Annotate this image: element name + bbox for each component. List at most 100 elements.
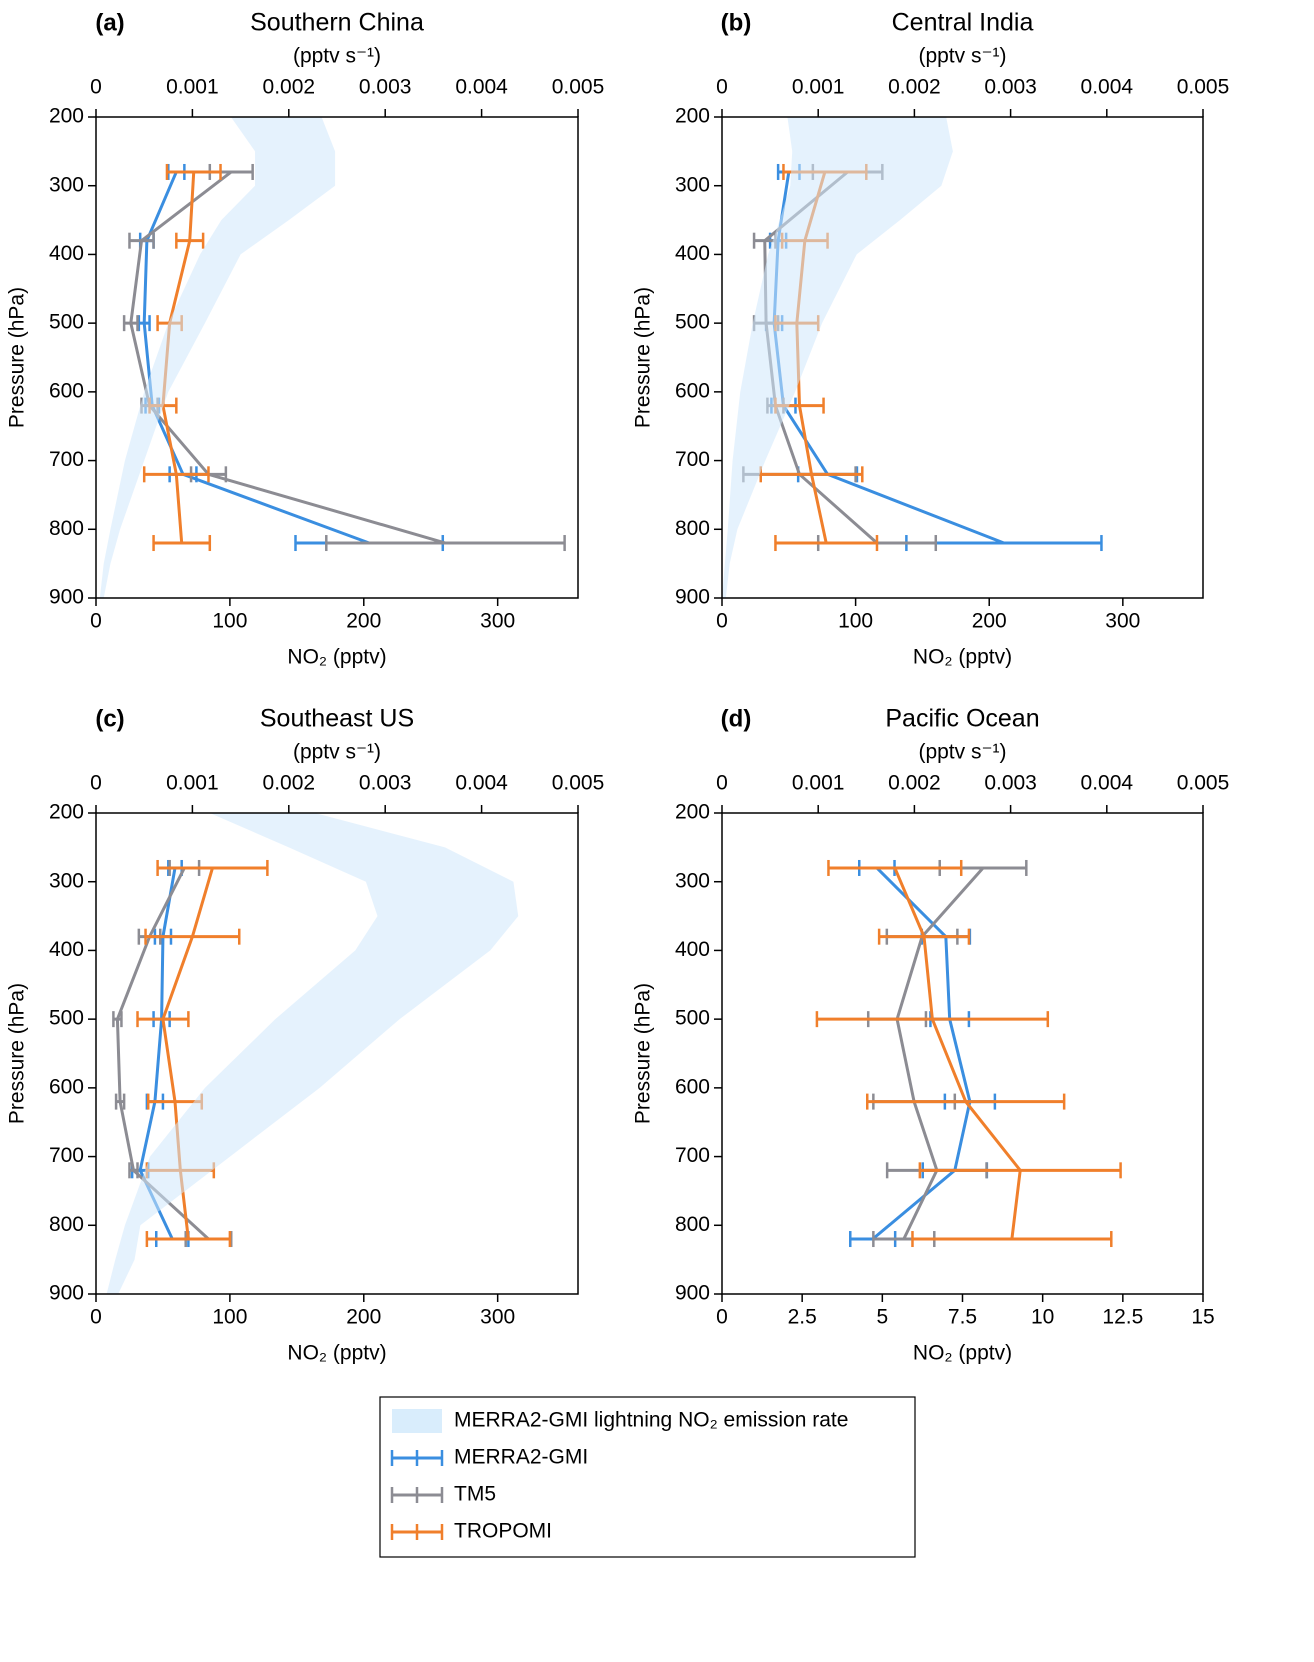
- x2-tick-label: 0.005: [552, 76, 605, 99]
- x2-tick-label: 0.001: [166, 772, 219, 795]
- x2-tick-label: 0.004: [455, 772, 508, 795]
- x2-tick-label: 0.002: [263, 772, 316, 795]
- x2-tick-label: 0: [716, 76, 728, 99]
- x2-tick-label: 0.005: [1177, 772, 1230, 795]
- emission-band: [106, 813, 519, 1294]
- y-tick-label: 800: [675, 1213, 710, 1236]
- x-axis-label: NO₂ (pptv): [913, 646, 1012, 669]
- x-tick-label: 100: [212, 1306, 247, 1329]
- series-line: [142, 171, 370, 545]
- y-axis-label: Pressure (hPa): [6, 983, 29, 1124]
- y-tick-label: 900: [675, 586, 710, 609]
- y-tick-label: 400: [675, 938, 710, 961]
- x-tick-label: 200: [972, 610, 1007, 633]
- x-tick-label: 300: [480, 610, 515, 633]
- y-tick-label: 200: [675, 801, 710, 824]
- y-tick-label: 600: [675, 379, 710, 402]
- x2-axis-label: (pptv s⁻¹): [293, 45, 381, 68]
- y-tick-label: 600: [49, 379, 84, 402]
- x-tick-label: 200: [346, 1306, 381, 1329]
- x2-tick-label: 0.001: [792, 76, 845, 99]
- y-tick-label: 300: [675, 173, 710, 196]
- legend-label: TROPOMI: [454, 1520, 552, 1543]
- y-tick-label: 700: [675, 448, 710, 471]
- y-tick-label: 500: [675, 311, 710, 334]
- panel-label: (a): [95, 9, 124, 36]
- x2-axis-label: (pptv s⁻¹): [918, 741, 1006, 764]
- series-line: [871, 866, 972, 1241]
- plot-frame: [721, 116, 1204, 599]
- panel-label: (b): [721, 9, 752, 36]
- x2-tick-label: 0.002: [888, 772, 941, 795]
- x-tick-label: 300: [480, 1306, 515, 1329]
- legend-label: TM5: [454, 1483, 496, 1506]
- y-tick-label: 800: [49, 517, 84, 540]
- emission-band: [722, 117, 953, 598]
- y-axis-label: Pressure (hPa): [6, 287, 29, 428]
- x2-tick-label: 0.003: [359, 76, 412, 99]
- y-tick-label: 200: [49, 105, 84, 128]
- x-tick-label: 0: [716, 610, 728, 633]
- x2-tick-label: 0: [90, 76, 102, 99]
- x2-axis-label: (pptv s⁻¹): [918, 45, 1006, 68]
- x-tick-label: 300: [1105, 610, 1140, 633]
- panel-label: (d): [721, 705, 752, 732]
- x2-tick-label: 0.005: [552, 772, 605, 795]
- x2-tick-label: 0.004: [1081, 76, 1134, 99]
- x2-tick-label: 0.004: [455, 76, 508, 99]
- x2-tick-label: 0.001: [792, 772, 845, 795]
- series-line: [129, 170, 446, 545]
- series-line: [893, 867, 1022, 1240]
- chart-title: Pacific Ocean: [885, 705, 1039, 733]
- legend-label: MERRA2-GMI lightning NO₂ emission rate: [454, 1409, 848, 1432]
- y-tick-label: 700: [49, 448, 84, 471]
- x2-tick-label: 0.005: [1177, 76, 1230, 99]
- x-tick-label: 0: [90, 610, 102, 633]
- x-tick-label: 0: [716, 1306, 728, 1329]
- y-tick-label: 700: [675, 1144, 710, 1167]
- y-tick-label: 400: [49, 242, 84, 265]
- x2-tick-label: 0.004: [1081, 772, 1134, 795]
- x2-axis-label: (pptv s⁻¹): [293, 741, 381, 764]
- series-line: [895, 866, 985, 1240]
- y-axis-label: Pressure (hPa): [632, 983, 655, 1124]
- chart-title: Central India: [892, 9, 1034, 37]
- plot-frame: [95, 812, 579, 1295]
- x-axis-label: NO₂ (pptv): [287, 1342, 386, 1365]
- x2-tick-label: 0.002: [263, 76, 316, 99]
- x-axis-label: NO₂ (pptv): [287, 646, 386, 669]
- x2-tick-label: 0.002: [888, 76, 941, 99]
- y-tick-label: 400: [49, 938, 84, 961]
- legend-label: MERRA2-GMI: [454, 1446, 588, 1469]
- x-tick-label: 5: [876, 1306, 888, 1329]
- y-tick-label: 200: [49, 801, 84, 824]
- x-tick-label: 200: [346, 610, 381, 633]
- x2-tick-label: 0.001: [166, 76, 219, 99]
- x2-tick-label: 0: [716, 772, 728, 795]
- y-tick-label: 700: [49, 1144, 84, 1167]
- y-tick-label: 600: [675, 1075, 710, 1098]
- y-tick-label: 800: [675, 517, 710, 540]
- y-tick-label: 400: [675, 242, 710, 265]
- plot-frame: [721, 812, 1204, 1295]
- y-tick-label: 900: [49, 586, 84, 609]
- x-tick-label: 12.5: [1102, 1306, 1143, 1329]
- x2-tick-label: 0.003: [359, 772, 412, 795]
- emission-band: [99, 117, 336, 598]
- chart-title: Southeast US: [260, 705, 414, 733]
- x2-tick-label: 0.003: [984, 76, 1037, 99]
- x-tick-label: 7.5: [948, 1306, 977, 1329]
- x-tick-label: 2.5: [788, 1306, 817, 1329]
- y-tick-label: 500: [675, 1007, 710, 1030]
- chart-title: Southern China: [250, 9, 424, 37]
- plot-frame: [95, 116, 579, 599]
- legend-box: [379, 1396, 916, 1558]
- y-tick-label: 300: [675, 869, 710, 892]
- x-axis-label: NO₂ (pptv): [913, 1342, 1012, 1365]
- y-tick-label: 300: [49, 869, 84, 892]
- y-tick-label: 600: [49, 1075, 84, 1098]
- y-tick-label: 500: [49, 311, 84, 334]
- x-tick-label: 100: [838, 610, 873, 633]
- y-axis-label: Pressure (hPa): [632, 287, 655, 428]
